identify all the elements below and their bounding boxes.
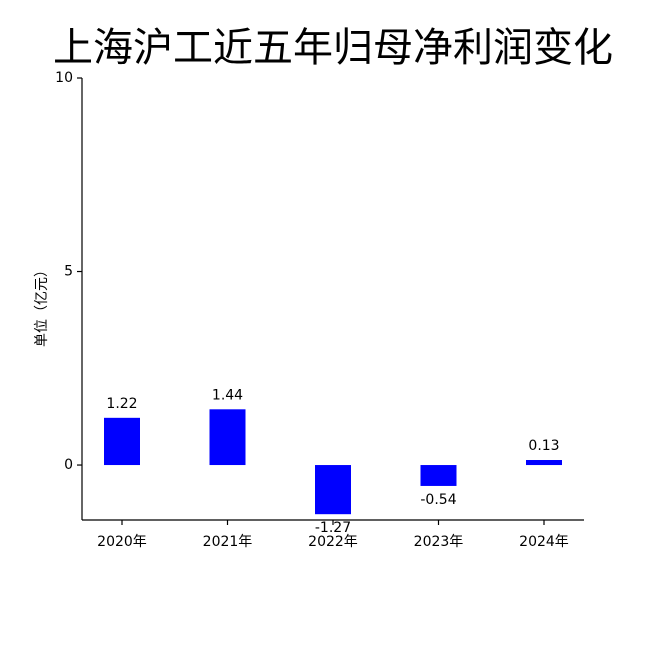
bar: [209, 409, 246, 466]
bar: [315, 465, 351, 515]
value-label: 1.22: [106, 396, 137, 412]
x-tick-label: 2023年: [414, 534, 464, 550]
x-tick-label: 2021年: [203, 534, 253, 550]
bar: [526, 460, 562, 466]
value-label: -1.27: [315, 520, 351, 536]
y-tick-label: 10: [55, 70, 73, 86]
chart-title: 上海沪工近五年归母净利润变化: [53, 25, 613, 71]
y-tick-label: 5: [64, 264, 73, 280]
bar: [420, 465, 457, 486]
y-tick-label: 0: [64, 457, 73, 473]
value-label: -0.54: [420, 492, 456, 508]
x-tick-label: 2020年: [97, 534, 147, 550]
value-label: 1.44: [212, 387, 243, 403]
y-axis-label: 单位（亿元）: [34, 263, 50, 347]
bar: [104, 417, 140, 466]
x-tick-label: 2022年: [308, 534, 358, 550]
x-tick-label: 2024年: [519, 534, 569, 550]
value-label: 0.13: [528, 438, 559, 454]
